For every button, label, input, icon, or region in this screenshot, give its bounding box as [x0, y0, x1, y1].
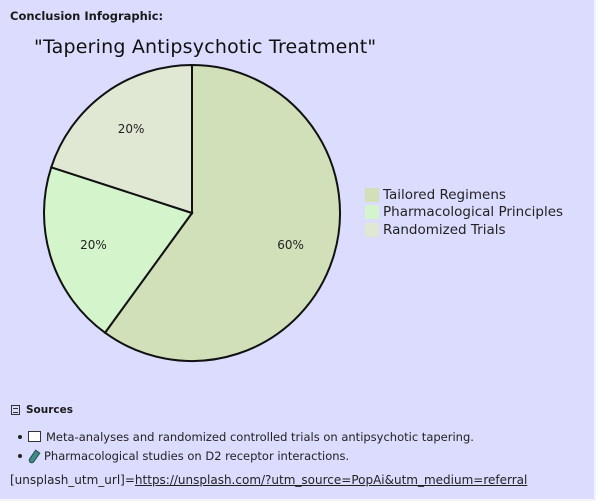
book-icon	[28, 431, 41, 442]
legend-swatch	[365, 205, 379, 220]
pie-chart: 60% 20% 20%	[43, 63, 341, 362]
legend-label: Pharmacological Principles	[383, 204, 564, 221]
legend-swatch	[365, 222, 379, 237]
legend-label: Randomized Trials	[383, 221, 506, 238]
legend-item-pharmacological-principles: Pharmacological Principles	[365, 204, 563, 222]
sources-list: Meta-analyses and randomized controlled …	[18, 427, 474, 465]
source-text: Meta-analyses and randomized controlled …	[46, 429, 474, 444]
legend-label: Tailored Regimens	[383, 186, 506, 203]
footer-url-line: [unsplash_utm_url]=https://unsplash.com/…	[10, 473, 527, 487]
legend-swatch	[365, 187, 379, 202]
source-item: Pharmacological studies on D2 receptor i…	[18, 446, 474, 465]
pie-data-label: 60%	[277, 238, 304, 252]
pie-data-label: 20%	[118, 122, 145, 136]
pie-slice-tailored-regimens	[103, 63, 341, 362]
sources-heading-label: Sources	[26, 404, 74, 416]
chart-title: "Tapering Antipsychotic Treatment"	[34, 36, 377, 58]
unsplash-link[interactable]: https://unsplash.com/?utm_source=PopAi&u…	[134, 473, 528, 487]
source-item: Meta-analyses and randomized controlled …	[18, 427, 474, 446]
pie-slice-pharmacological-principles	[43, 166, 194, 335]
footer-url-prefix: [unsplash_utm_url]=	[10, 473, 135, 487]
test-tube-icon	[28, 450, 40, 462]
bullet	[18, 453, 22, 458]
pie-slice-randomized-trials	[49, 63, 193, 215]
infographic-header: Conclusion Infographic:	[10, 9, 164, 23]
legend-item-tailored-regimens: Tailored Regimens	[365, 186, 563, 204]
document-icon	[11, 405, 20, 415]
chart-legend: Tailored Regimens Pharmacological Princi…	[365, 186, 563, 239]
pie-data-label: 20%	[80, 238, 107, 252]
legend-item-randomized-trials: Randomized Trials	[365, 221, 563, 239]
bullet	[18, 434, 22, 439]
source-text: Pharmacological studies on D2 receptor i…	[44, 448, 350, 463]
sources-heading: Sources	[11, 404, 73, 416]
